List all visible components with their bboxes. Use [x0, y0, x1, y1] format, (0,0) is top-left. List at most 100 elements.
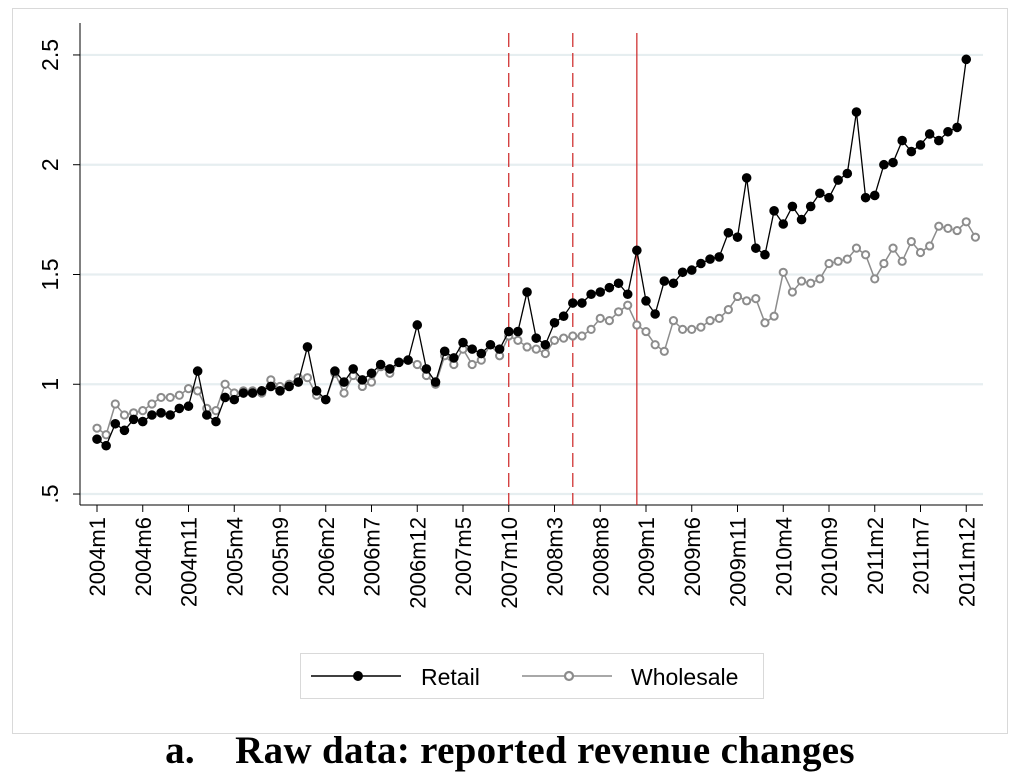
point-wholesale	[110, 399, 120, 409]
point-wholesale	[595, 313, 605, 323]
point-retail	[732, 232, 743, 242]
point-wholesale	[952, 225, 962, 236]
point-retail	[494, 344, 505, 354]
point-retail	[302, 342, 313, 352]
point-retail	[92, 434, 102, 444]
point-retail	[833, 175, 843, 185]
point-retail	[458, 337, 468, 348]
point-wholesale	[742, 296, 752, 306]
point-retail	[787, 201, 798, 212]
point-retail	[439, 346, 450, 357]
point-retail	[705, 254, 715, 264]
point-retail	[101, 440, 111, 451]
x-tick-label: 2005m9	[268, 517, 293, 597]
point-retail	[778, 219, 789, 229]
point-wholesale	[586, 324, 596, 334]
point-retail	[165, 410, 175, 420]
point-retail	[229, 394, 240, 405]
point-retail	[366, 368, 377, 379]
point-wholesale	[101, 430, 111, 440]
x-tick-label: 2010m9	[817, 517, 842, 597]
point-retail	[632, 245, 642, 256]
point-retail	[622, 289, 633, 300]
point-wholesale	[659, 346, 669, 356]
point-wholesale	[879, 258, 889, 269]
point-wholesale	[870, 274, 880, 284]
point-retail	[860, 192, 871, 203]
point-wholesale	[138, 406, 148, 416]
point-wholesale	[220, 379, 230, 389]
point-retail	[723, 227, 734, 238]
point-retail	[824, 192, 834, 203]
x-tick-label: 2011m7	[909, 517, 934, 595]
point-wholesale	[787, 287, 798, 297]
x-tick-label: 2004m6	[131, 517, 156, 597]
point-retail	[934, 135, 944, 146]
point-retail	[211, 416, 221, 427]
point-retail	[119, 425, 130, 436]
point-retail	[110, 418, 121, 429]
x-tick-label: 2011m12	[954, 517, 979, 607]
point-wholesale	[934, 221, 944, 231]
point-wholesale	[92, 423, 102, 433]
point-retail	[696, 258, 706, 269]
legend-retail-marker	[353, 671, 363, 681]
point-wholesale	[842, 254, 852, 264]
point-retail	[476, 348, 487, 359]
point-wholesale	[714, 313, 724, 323]
point-wholesale	[915, 247, 926, 258]
point-wholesale	[513, 335, 523, 345]
point-wholesale	[467, 359, 477, 370]
point-wholesale	[193, 386, 203, 396]
point-retail	[385, 364, 395, 374]
point-retail	[467, 344, 477, 354]
point-wholesale	[604, 315, 615, 326]
point-retail	[549, 317, 560, 328]
point-retail	[952, 122, 962, 133]
point-retail	[192, 366, 203, 376]
point-retail	[156, 407, 166, 418]
point-retail	[760, 249, 770, 260]
point-retail	[247, 388, 258, 398]
x-tick-label: 2009m11	[726, 517, 751, 607]
point-retail	[266, 381, 276, 392]
point-retail	[485, 339, 496, 350]
point-retail	[375, 359, 386, 370]
point-retail	[540, 339, 551, 350]
point-retail	[513, 326, 523, 337]
point-retail	[641, 296, 651, 306]
point-retail	[311, 386, 322, 396]
point-wholesale	[760, 318, 770, 328]
point-retail	[668, 278, 679, 289]
point-retail	[604, 282, 615, 293]
legend-swatches	[311, 670, 612, 682]
x-tick-label: 2006m7	[360, 517, 385, 597]
point-wholesale	[861, 250, 871, 260]
point-retail	[394, 357, 404, 368]
point-retail	[879, 159, 889, 170]
point-wholesale	[632, 320, 642, 330]
legend-wholesale-marker	[563, 670, 575, 682]
point-wholesale	[568, 331, 578, 341]
point-wholesale	[623, 300, 633, 310]
point-wholesale	[678, 324, 688, 334]
point-wholesale	[559, 333, 569, 343]
point-wholesale	[174, 390, 184, 400]
point-retail	[677, 267, 688, 278]
point-retail	[751, 243, 761, 253]
point-wholesale	[577, 331, 587, 341]
figure-caption: a. Raw data: reported revenue changes	[165, 729, 855, 772]
y-tick-label: 1	[37, 378, 63, 391]
point-retail	[650, 309, 660, 319]
point-retail	[412, 320, 423, 330]
point-retail	[915, 140, 926, 150]
point-retail	[430, 377, 441, 387]
point-retail	[558, 311, 569, 322]
point-retail	[348, 364, 359, 374]
x-tick-label: 2007m10	[497, 517, 522, 609]
point-retail	[805, 201, 816, 212]
legend-label-retail: Retail	[421, 664, 480, 690]
point-retail	[714, 252, 725, 262]
point-wholesale	[906, 236, 916, 247]
